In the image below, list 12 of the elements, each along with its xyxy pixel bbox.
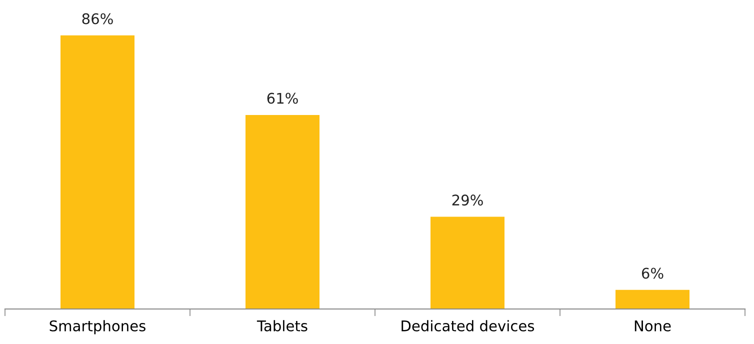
data-label: 86% <box>82 13 113 24</box>
x-tick-label: Smartphones <box>50 320 146 334</box>
bar <box>60 35 134 309</box>
bar <box>616 290 690 309</box>
bar <box>430 216 504 309</box>
x-tick-label: Tablets <box>256 320 308 332</box>
data-label: 29% <box>452 194 483 206</box>
data-label: 61% <box>267 92 298 104</box>
bar <box>246 114 320 309</box>
data-label: 6% <box>642 268 664 279</box>
x-tick-label: None <box>634 320 671 332</box>
x-tick-label: Dedicated devices <box>402 320 534 332</box>
